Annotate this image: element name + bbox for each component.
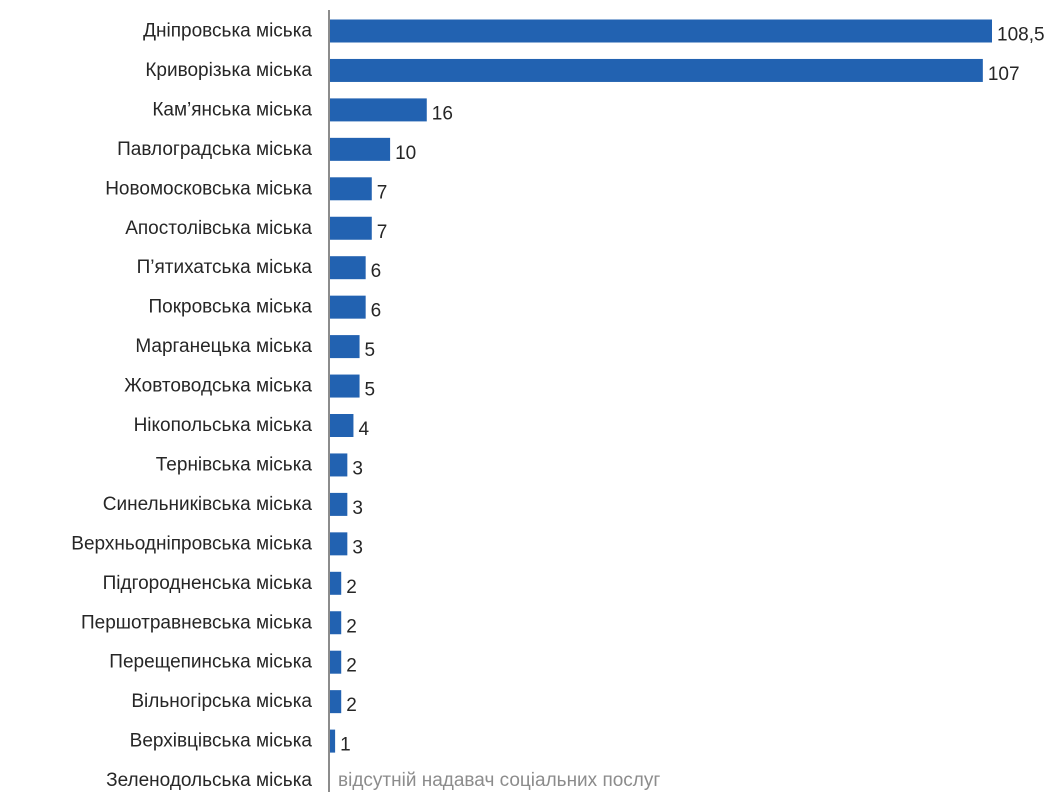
bar (329, 177, 372, 201)
bar (329, 216, 372, 240)
bar (329, 532, 348, 556)
category-label: Синельниківська міська (103, 494, 313, 515)
value-label: 7 (377, 182, 388, 203)
value-label: 16 (432, 103, 453, 124)
value-label: 1 (340, 735, 351, 756)
bar (329, 335, 360, 359)
bar (329, 611, 342, 635)
value-label: 2 (346, 616, 357, 637)
category-label: Верхівцівська міська (130, 731, 313, 752)
category-label: Зеленодольська міська (106, 770, 312, 791)
value-label: 5 (365, 380, 376, 401)
bar (329, 453, 348, 477)
value-label: 6 (371, 261, 382, 282)
value-label: 10 (395, 143, 416, 164)
category-labels: Дніпровська міська Криворізька міська Кам’… (71, 21, 312, 792)
value-label: 3 (352, 537, 363, 558)
category-label: Кам’янська міська (152, 99, 312, 120)
category-label: Тернівська міська (156, 454, 313, 475)
value-label: 108,5 (997, 25, 1045, 46)
bar (329, 690, 342, 714)
bar (329, 571, 342, 595)
bar (329, 256, 366, 280)
category-label: Жовтоводська міська (124, 376, 312, 397)
category-label: Підгородненська міська (103, 573, 313, 594)
bars (329, 19, 992, 753)
bar (329, 98, 427, 122)
value-label: 3 (352, 498, 363, 519)
value-label: 2 (346, 577, 357, 598)
value-label: 2 (346, 656, 357, 677)
category-label: Перещепинська міська (109, 652, 312, 673)
category-label: П’ятихатська міська (137, 257, 313, 278)
value-label: 5 (365, 340, 376, 361)
category-label: Криворізька міська (145, 60, 312, 81)
bar (329, 19, 992, 43)
category-label: Павлоградська міська (117, 139, 312, 160)
value-label: 7 (377, 222, 388, 243)
category-label: Марганецька міська (135, 336, 312, 357)
value-label: 4 (358, 419, 369, 440)
bar (329, 492, 348, 516)
category-label: Апостолівська міська (125, 218, 312, 239)
value-label: 3 (352, 458, 363, 479)
category-label: Дніпровська міська (143, 21, 312, 42)
missing-provider-note: відсутній надавач соціальних послуг (338, 770, 660, 791)
bar (329, 137, 391, 161)
bar (329, 650, 342, 674)
category-label: Вільногірська міська (131, 691, 312, 712)
category-label: Нікопольська міська (134, 415, 313, 436)
category-label: Першотравневська міська (81, 612, 312, 633)
bar (329, 729, 336, 753)
value-label: 2 (346, 695, 357, 716)
bar (329, 295, 366, 319)
value-label: 107 (988, 64, 1020, 85)
bar (329, 414, 354, 437)
bar (329, 58, 983, 82)
category-label: Новомосковська міська (105, 178, 312, 199)
value-label: 6 (371, 301, 382, 322)
category-label: Покровська міська (148, 297, 312, 318)
category-label: Верхньодніпровська міська (71, 533, 312, 554)
bar (329, 374, 360, 398)
